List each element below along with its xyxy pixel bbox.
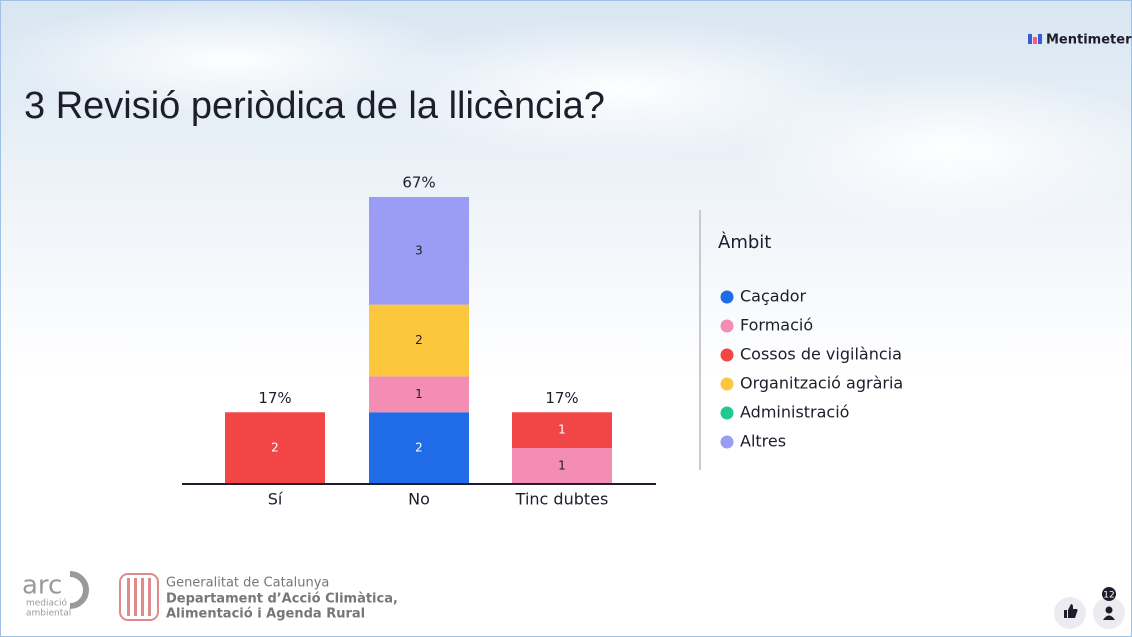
legend-label: Administració xyxy=(740,403,849,422)
brand-icon xyxy=(1028,34,1032,44)
department: Alimentació i Agenda Rural xyxy=(166,607,365,622)
percentage-label: 17% xyxy=(258,389,291,407)
percentage-label: 67% xyxy=(402,174,435,192)
segment-label: 2 xyxy=(271,441,279,455)
legend-label: Organització agrària xyxy=(740,374,903,393)
legend-label: Altres xyxy=(740,432,786,451)
segment-label: 1 xyxy=(558,459,566,473)
segment-label: 1 xyxy=(415,387,423,401)
x-tick-label: Sí xyxy=(268,490,283,509)
arc-mark xyxy=(69,571,89,609)
arc-logo: arc xyxy=(22,571,62,601)
legend-swatch xyxy=(720,319,734,333)
participants-count: 12 xyxy=(1103,591,1114,601)
segment-label: 3 xyxy=(415,243,423,257)
bar-segment xyxy=(512,448,612,484)
bar-segment xyxy=(369,376,469,413)
government: Generalitat de Catalunya xyxy=(166,576,329,591)
legend-swatch xyxy=(720,348,734,362)
legend-swatch xyxy=(720,377,734,391)
bar-segment xyxy=(369,412,469,484)
segment-label: 1 xyxy=(558,423,566,437)
chart-title: 3 Revisió periòdica de la llicència? xyxy=(24,85,605,127)
x-tick-label: Tinc dubtes xyxy=(515,490,609,509)
department: Departament d’Acció Climàtica, xyxy=(166,592,398,607)
person-icon xyxy=(1105,606,1113,614)
legend-swatch xyxy=(720,290,734,304)
legend-label: Formació xyxy=(740,316,813,335)
bar-segment xyxy=(369,197,469,305)
brand-icon xyxy=(1033,37,1037,44)
segment-label: 2 xyxy=(415,333,423,347)
gov-emblem xyxy=(119,573,159,621)
arc-subtitle: ambiental xyxy=(26,609,71,619)
legend-label: Caçador xyxy=(740,287,807,306)
legend-title: Àmbit xyxy=(718,231,771,253)
thumbs-up-icon xyxy=(1064,604,1078,618)
legend-label: Cossos de vigilància xyxy=(740,345,902,364)
legend-swatch xyxy=(720,406,734,420)
brand: Mentimeter xyxy=(1046,33,1132,48)
participants-badge xyxy=(1102,587,1116,601)
bar-segment xyxy=(512,412,612,449)
bar-segment xyxy=(369,304,469,377)
cloud xyxy=(0,0,460,120)
brand-icon xyxy=(1038,34,1042,44)
cloud xyxy=(730,70,1132,230)
segment-label: 2 xyxy=(415,441,423,455)
legend-swatch xyxy=(720,435,734,449)
arc-subtitle: mediació xyxy=(26,598,67,609)
bar-segment xyxy=(225,412,325,484)
person-icon xyxy=(1103,615,1115,620)
percentage-label: 17% xyxy=(545,389,578,407)
x-tick-label: No xyxy=(408,490,430,509)
